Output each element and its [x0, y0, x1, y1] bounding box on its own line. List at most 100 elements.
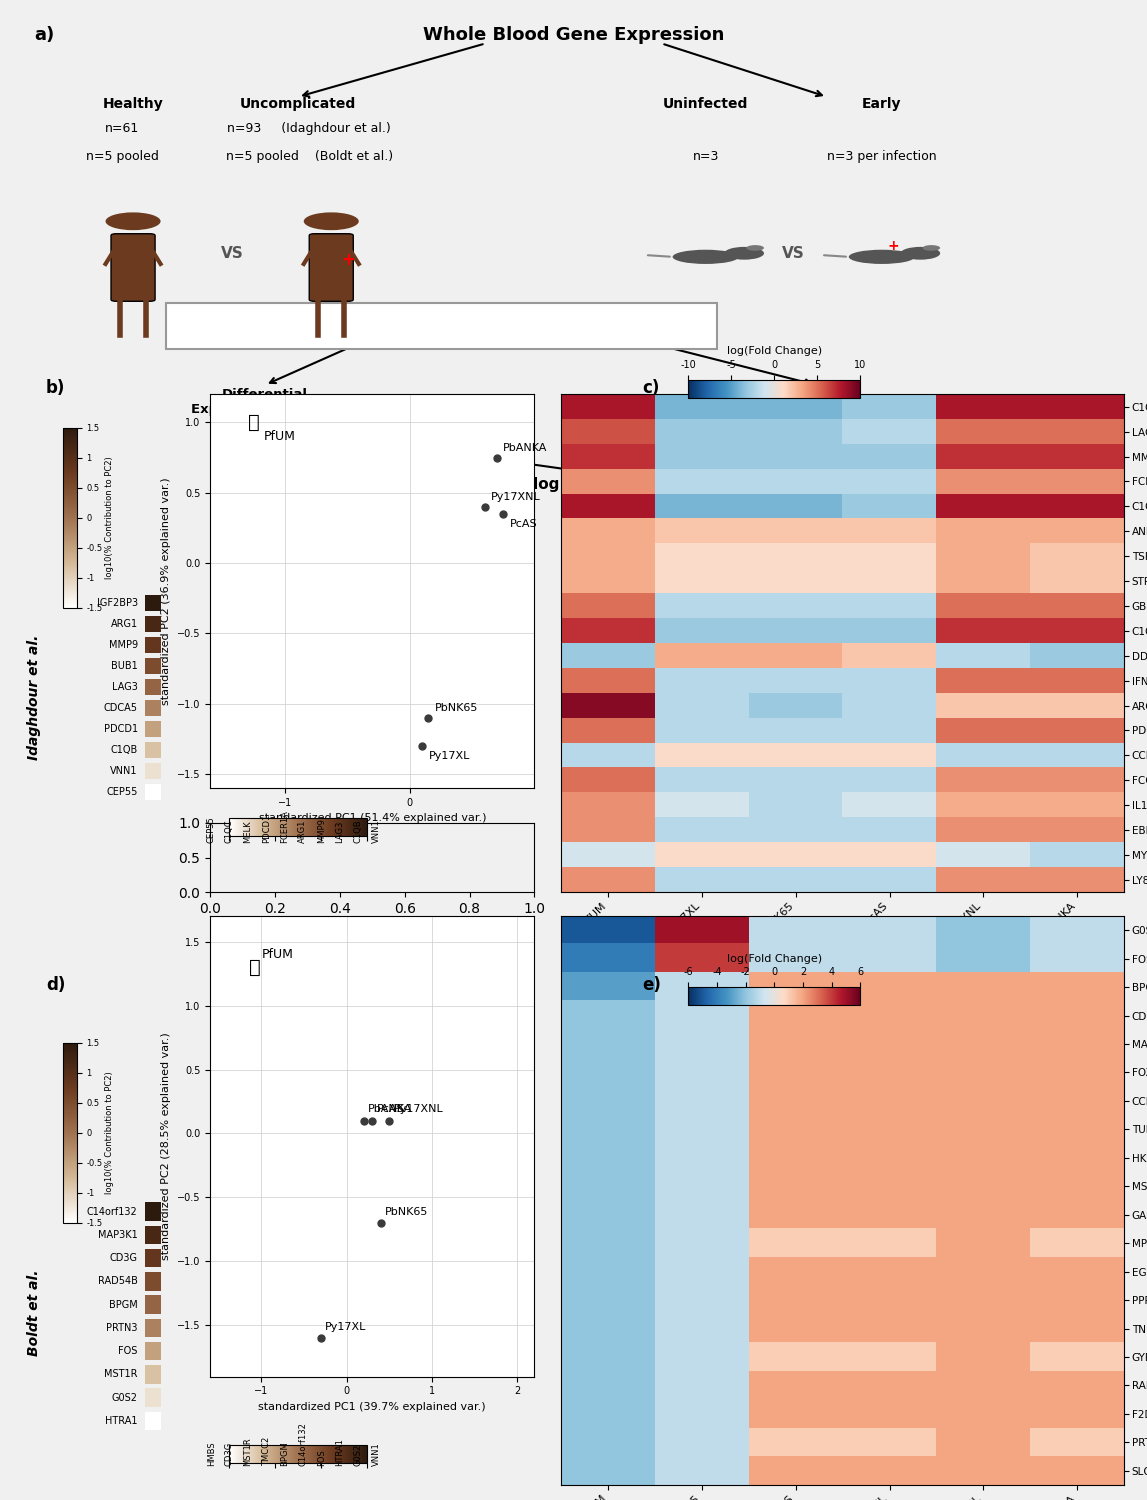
Text: BPGM: BPGM [280, 1440, 289, 1466]
Text: FCER1A: FCER1A [280, 810, 289, 843]
FancyBboxPatch shape [310, 234, 353, 302]
Bar [145, 1412, 161, 1430]
Bar [145, 783, 161, 801]
Bar [145, 1250, 161, 1268]
FancyBboxPatch shape [111, 234, 155, 302]
Bar [145, 1226, 161, 1244]
Y-axis label: standardized PC2 (28.5% explained var.): standardized PC2 (28.5% explained var.) [162, 1032, 171, 1260]
Text: G0S2: G0S2 [353, 1443, 362, 1466]
Text: C1QB: C1QB [353, 819, 362, 843]
Text: HTRA1: HTRA1 [335, 1437, 344, 1466]
Bar [145, 1342, 161, 1360]
Text: Py17XNL: Py17XNL [393, 1104, 444, 1114]
Text: Uninfected: Uninfected [663, 98, 748, 111]
Text: n=5 pooled    (Boldt et al.): n=5 pooled (Boldt et al.) [226, 150, 392, 164]
Circle shape [725, 248, 764, 259]
Text: PbNK65: PbNK65 [385, 1206, 429, 1216]
Text: PDCD1: PDCD1 [103, 724, 138, 734]
Text: CD3G: CD3G [225, 1442, 234, 1466]
Text: MELK: MELK [243, 821, 252, 843]
Text: 🚶: 🚶 [249, 957, 260, 976]
Text: VS: VS [220, 246, 243, 261]
Bar [145, 1272, 161, 1290]
Text: VNN1: VNN1 [110, 766, 138, 776]
Text: Differential
Expression Analysis: Differential Expression Analysis [190, 388, 340, 417]
Text: n=5 pooled: n=5 pooled [86, 150, 158, 164]
Text: n=61: n=61 [104, 122, 139, 135]
Text: C1QC: C1QC [225, 819, 234, 843]
Text: c): c) [642, 380, 660, 398]
Text: Py17XL: Py17XL [326, 1322, 367, 1332]
Text: IGF2BP3: IGF2BP3 [96, 598, 138, 608]
Bar [145, 1389, 161, 1407]
Text: RAD54B: RAD54B [97, 1276, 138, 1287]
Text: C14orf132: C14orf132 [298, 1422, 307, 1466]
Text: ARG1: ARG1 [110, 620, 138, 628]
Text: BUB1: BUB1 [111, 662, 138, 670]
Text: +: + [887, 238, 898, 254]
Text: Early: Early [863, 98, 902, 111]
Text: PfUM: PfUM [264, 429, 296, 442]
Text: Adjustment for variation in leucocyte populations: Adjustment for variation in leucocyte po… [270, 320, 614, 333]
Bar [145, 1203, 161, 1221]
Text: Whole Blood Gene Expression: Whole Blood Gene Expression [423, 26, 724, 44]
Text: G0S2: G0S2 [111, 1392, 138, 1402]
Bar [145, 594, 161, 612]
Text: Boldt et al.: Boldt et al. [28, 1269, 41, 1356]
Ellipse shape [849, 249, 915, 264]
Text: HTRA1: HTRA1 [106, 1416, 138, 1426]
Text: MMP9: MMP9 [109, 640, 138, 650]
Y-axis label: log10(% Contribution to PC2): log10(% Contribution to PC2) [106, 456, 115, 579]
Text: a): a) [34, 26, 54, 44]
Text: MAP3K1: MAP3K1 [97, 1230, 138, 1240]
Text: FOS: FOS [317, 1449, 326, 1466]
Bar [145, 636, 161, 654]
Text: PRTN3: PRTN3 [107, 1323, 138, 1334]
Text: n=93     (Idaghdour et al.): n=93 (Idaghdour et al.) [227, 122, 391, 135]
Text: d): d) [46, 976, 65, 994]
Text: n=3: n=3 [693, 150, 719, 164]
Text: VNN1: VNN1 [372, 819, 381, 843]
Text: CEP55: CEP55 [107, 788, 138, 796]
Text: +: + [341, 252, 354, 270]
Text: LAG3: LAG3 [111, 682, 138, 692]
Bar [145, 741, 161, 759]
Text: b): b) [46, 380, 65, 398]
X-axis label: standardized PC1 (51.4% explained var.): standardized PC1 (51.4% explained var.) [258, 813, 486, 824]
Bar [145, 678, 161, 696]
Bar [145, 615, 161, 633]
Text: BPGM: BPGM [109, 1299, 138, 1310]
Text: C14orf132: C14orf132 [87, 1206, 138, 1216]
Text: Healthy: Healthy [103, 98, 163, 111]
Text: Ortholog comparison: Ortholog comparison [484, 477, 663, 492]
Text: Differential
Expression Analysis: Differential Expression Analysis [741, 388, 890, 417]
Ellipse shape [672, 249, 739, 264]
Text: PbANKA: PbANKA [368, 1104, 413, 1114]
Text: VS: VS [782, 246, 805, 261]
Text: PDCD1: PDCD1 [262, 815, 271, 843]
Text: PcAS: PcAS [376, 1104, 404, 1114]
Text: ARG1: ARG1 [298, 819, 307, 843]
Circle shape [900, 248, 941, 259]
Bar [145, 1318, 161, 1336]
Bar [145, 657, 161, 675]
Text: MST1R: MST1R [104, 1370, 138, 1380]
Y-axis label: log10(% Contribution to PC2): log10(% Contribution to PC2) [106, 1071, 115, 1194]
Text: MST1R: MST1R [243, 1437, 252, 1466]
Text: CD3G: CD3G [110, 1252, 138, 1263]
Circle shape [922, 244, 941, 250]
Text: e): e) [642, 976, 661, 994]
Text: MMP9: MMP9 [317, 818, 326, 843]
Text: Py17XL: Py17XL [429, 750, 470, 760]
FancyBboxPatch shape [166, 303, 717, 350]
Circle shape [106, 213, 161, 230]
Text: Uncomplicated: Uncomplicated [240, 98, 357, 111]
Text: Idaghdour et al.: Idaghdour et al. [28, 634, 41, 760]
Text: CDCA5: CDCA5 [103, 704, 138, 712]
Text: TMCC2: TMCC2 [262, 1437, 271, 1466]
Bar [145, 1296, 161, 1314]
X-axis label: standardized PC1 (39.7% explained var.): standardized PC1 (39.7% explained var.) [258, 1402, 486, 1411]
Bar [145, 762, 161, 780]
Circle shape [304, 213, 359, 230]
Bar [145, 720, 161, 738]
